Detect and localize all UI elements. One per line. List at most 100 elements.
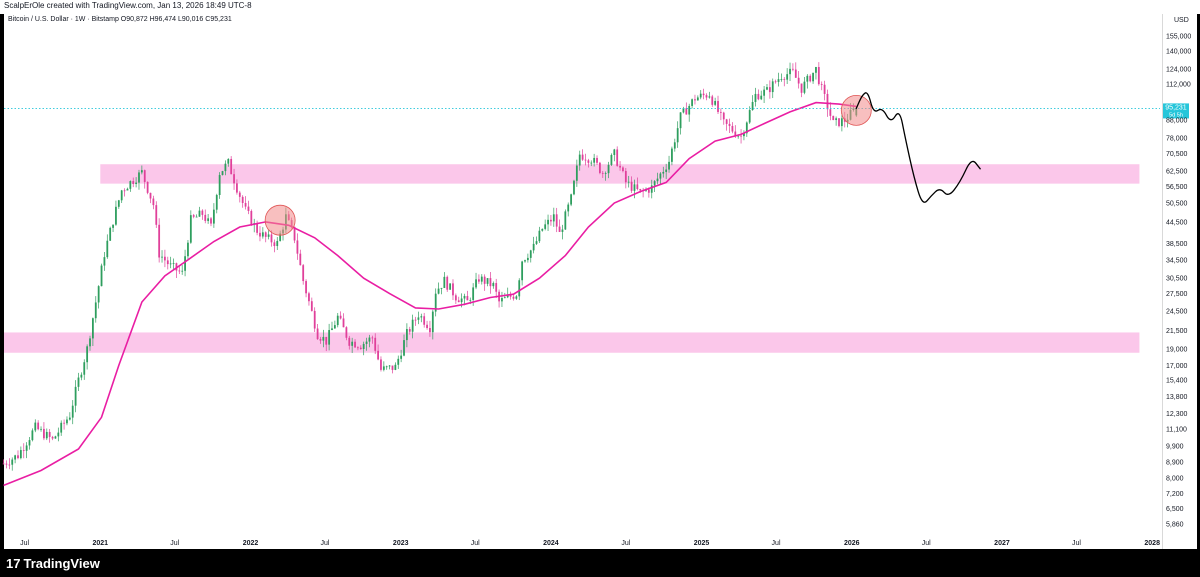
- candle-250: [722, 111, 725, 125]
- candle-263: [760, 90, 763, 101]
- y-axis-unit: USD: [1174, 17, 1189, 24]
- candle-198: [573, 179, 575, 196]
- candle-body-245: [708, 96, 711, 98]
- candle-34: [100, 263, 103, 287]
- candle-body-76: [221, 171, 224, 176]
- candle-90: [261, 227, 264, 239]
- candle-body-109: [316, 328, 319, 340]
- y-tick-label: 17,000: [1166, 363, 1188, 370]
- candle-206: [596, 155, 598, 165]
- candle-37: [109, 226, 112, 241]
- candle-251: [725, 118, 728, 131]
- candle-body-290: [838, 118, 840, 127]
- candle-187: [541, 228, 544, 232]
- candle-138: [400, 349, 403, 363]
- candle-body-26: [77, 377, 80, 387]
- candle-body-161: [466, 295, 469, 301]
- candle-2: [8, 458, 11, 470]
- candle-body-73: [212, 209, 215, 224]
- y-tick-label: 27,500: [1166, 291, 1188, 298]
- candle-147: [426, 320, 428, 330]
- candle-body-218: [630, 181, 633, 191]
- candle-body-83: [241, 196, 244, 203]
- candle-body-148: [429, 328, 431, 333]
- candle-144: [417, 311, 420, 325]
- x-tick-label: 2022: [243, 540, 259, 547]
- candle-52: [152, 195, 155, 210]
- candle-9: [28, 437, 31, 450]
- candle-35: [103, 251, 106, 271]
- candle-247: [714, 97, 717, 107]
- y-tick-label: 8,000: [1166, 475, 1184, 482]
- y-tick-label: 56,500: [1166, 184, 1188, 191]
- candle-155: [449, 283, 452, 290]
- candle-body-251: [725, 119, 728, 124]
- candle-116: [336, 312, 339, 328]
- candle-40: [117, 199, 120, 209]
- x-axis-layer: Jul 2021 Jul 2022 Jul 2023 Jul 2024 Jul 2025 Jul 20…: [20, 540, 1160, 547]
- candle-body-204: [590, 162, 593, 164]
- candle-285: [823, 80, 826, 101]
- candle-body-252: [728, 123, 731, 126]
- candle-281: [812, 72, 814, 84]
- candle-128: [371, 335, 374, 344]
- candle-body-271: [783, 78, 786, 80]
- candle-body-144: [417, 317, 420, 320]
- candle-196: [567, 202, 570, 217]
- candle-106: [308, 291, 310, 306]
- ma-layer: [3, 101, 857, 487]
- candle-body-192: [555, 214, 558, 227]
- candle-152: [440, 287, 443, 295]
- candle-body-176: [509, 294, 512, 297]
- plot-area[interactable]: [4, 14, 1162, 549]
- y-tick-label: 140,000: [1166, 48, 1191, 55]
- candle-body-258: [745, 122, 748, 134]
- candle-270: [780, 73, 783, 82]
- candle-80: [233, 168, 235, 190]
- candle-body-135: [391, 365, 394, 370]
- candle-168: [486, 278, 489, 287]
- tradingview-logo[interactable]: 17 TradingView: [6, 556, 100, 571]
- candle-body-34: [100, 265, 103, 287]
- candle-body-273: [789, 68, 791, 75]
- candle-body-28: [83, 362, 86, 375]
- candle-body-124: [359, 347, 362, 349]
- price-axis[interactable]: [1162, 14, 1197, 549]
- candle-252: [728, 118, 731, 133]
- candle-54: [158, 218, 161, 263]
- candle-body-150: [434, 293, 437, 312]
- candle-body-247: [714, 101, 717, 105]
- candle-213: [616, 146, 619, 167]
- candle-45: [132, 177, 135, 188]
- candle-166: [480, 274, 483, 285]
- candle-body-75: [218, 175, 221, 195]
- candle-body-14: [43, 428, 45, 439]
- candle-32: [94, 296, 97, 323]
- candle-246: [711, 94, 714, 107]
- candle-225: [650, 179, 653, 199]
- candle-body-30: [89, 338, 91, 347]
- candle-283: [817, 62, 820, 86]
- candle-112: [325, 336, 328, 352]
- candle-body-265: [766, 87, 768, 90]
- candle-195: [564, 209, 567, 230]
- candle-5: [17, 450, 19, 460]
- candle-71: [207, 213, 210, 224]
- candle-body-255: [737, 135, 740, 137]
- candle-277: [800, 83, 803, 98]
- candle-85: [247, 200, 250, 215]
- candle-188: [544, 219, 547, 231]
- candle-284: [820, 81, 823, 91]
- candle-body-209: [604, 173, 607, 174]
- candle-231: [668, 155, 670, 173]
- candle-body-177: [512, 296, 515, 299]
- candle-body-190: [550, 219, 552, 222]
- candle-body-71: [207, 218, 210, 221]
- candle-1: [5, 460, 8, 469]
- candle-259: [748, 106, 751, 124]
- attribution-text: ScalpErOle created with TradingView.com,…: [4, 1, 252, 10]
- candle-145: [420, 313, 423, 323]
- x-tick-label: 2028: [1144, 540, 1160, 547]
- candle-0: [2, 459, 5, 465]
- candle-body-66: [192, 215, 195, 217]
